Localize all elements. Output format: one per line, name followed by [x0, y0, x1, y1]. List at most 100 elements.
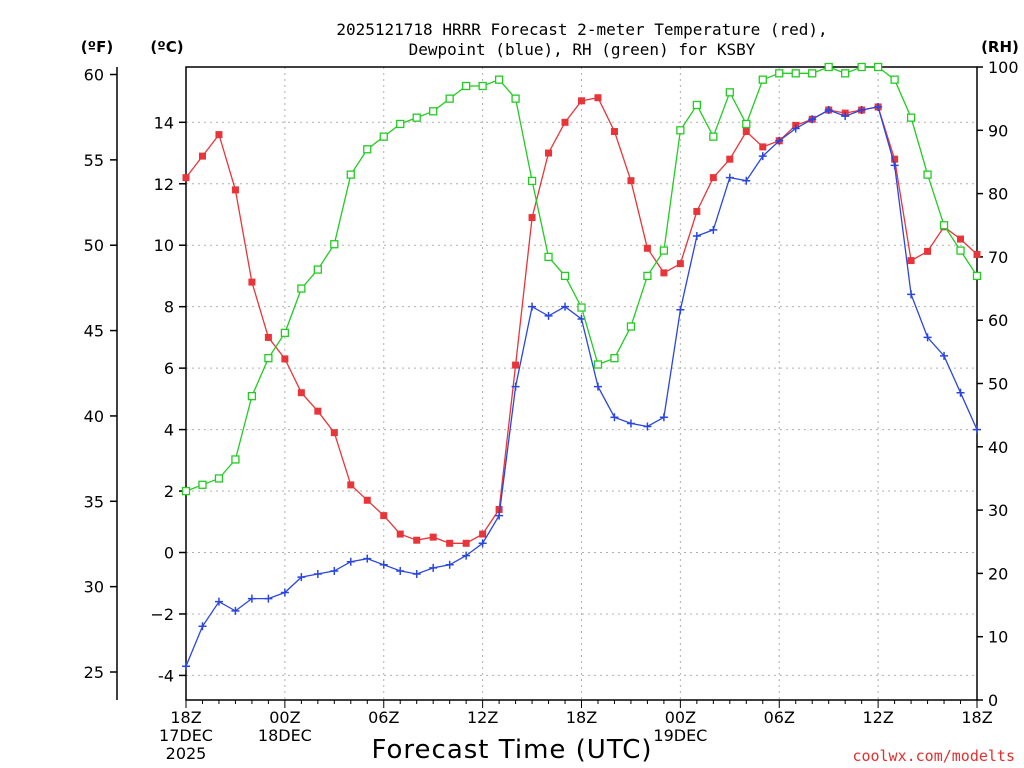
dewpoint-point	[544, 311, 553, 320]
celsius-tick-label: −2	[150, 605, 174, 624]
rh-point	[231, 455, 240, 464]
rh-point	[560, 271, 570, 281]
dewpoint-point	[396, 566, 405, 575]
temperature-point	[627, 177, 635, 185]
temperature-point	[446, 539, 454, 547]
temperature-point	[281, 355, 289, 363]
rh-point	[494, 75, 504, 84]
rh-point	[923, 170, 932, 179]
temperature-point	[676, 260, 684, 268]
dewpoint-point	[182, 662, 190, 671]
time-tick-label: 12Z	[467, 708, 498, 727]
temperature-point	[610, 128, 618, 136]
dewpoint-point	[561, 302, 570, 311]
temperature-point	[924, 247, 932, 255]
dewpoint-point	[346, 557, 355, 566]
temperature-point	[330, 429, 338, 437]
rh-point	[709, 132, 718, 141]
celsius-tick-label: 8	[164, 298, 174, 317]
dewpoint-point	[593, 382, 602, 391]
rh-point	[577, 303, 586, 312]
rh-point	[247, 392, 257, 401]
temperature-point	[578, 97, 585, 105]
rh-axis: 0 10 20 30 40 50 60 70 80 90 100	[977, 58, 1019, 710]
temperature-point	[363, 496, 371, 504]
rh-point	[313, 265, 322, 274]
temperature-point	[462, 539, 470, 547]
dewpoint-point	[824, 106, 833, 115]
rh-tick-label: 40	[988, 438, 1008, 457]
temperature-point	[231, 186, 239, 194]
dewpoint-point	[462, 551, 471, 560]
rh-point	[939, 221, 949, 230]
temperature-point	[957, 235, 965, 243]
celsius-tick-label: 6	[164, 359, 174, 378]
dewpoint-point	[330, 566, 339, 575]
temperature-point	[297, 389, 305, 397]
temperature-point	[413, 536, 421, 544]
fahrenheit-axis: 25 30 35 40 45 50 55 60	[84, 66, 117, 682]
rh-point	[297, 284, 306, 293]
rh-tick-label: 10	[988, 628, 1008, 647]
rh-point	[906, 113, 916, 122]
rh-tick-label: 50	[988, 375, 1008, 394]
rh-unit-label: (RH)	[981, 38, 1019, 56]
rh-point	[725, 88, 734, 97]
time-tick-label: 12Z	[862, 708, 893, 727]
rh-point	[972, 271, 982, 281]
dewpoint-point	[495, 511, 504, 520]
rh-point	[544, 252, 553, 262]
temperature-point	[347, 481, 355, 489]
rh-point	[412, 113, 421, 122]
time-tick-label: 00Z	[665, 708, 696, 727]
dewpoint-point	[445, 560, 454, 569]
time-tick-label: 18Z	[961, 708, 992, 727]
temperature-point	[726, 155, 734, 163]
temperature-point	[891, 155, 899, 163]
dewpoint-point	[610, 413, 619, 422]
rh-point	[956, 246, 965, 255]
rh-tick-label: 20	[988, 564, 1008, 583]
dewpoint-point	[956, 388, 965, 397]
fahrenheit-tick-label: 40	[84, 407, 104, 426]
rh-tick-label: 60	[988, 311, 1008, 330]
temperature-point	[429, 533, 437, 541]
rh-point	[429, 107, 438, 116]
temperature-point	[396, 530, 404, 538]
series-layer	[181, 62, 982, 671]
rh-tick-label: 80	[988, 185, 1008, 204]
dewpoint-point	[725, 173, 734, 182]
rh-point	[198, 480, 207, 489]
dewpoint-point	[247, 594, 256, 603]
rh-point	[742, 119, 751, 129]
fahrenheit-tick-label: 60	[84, 66, 104, 85]
celsius-tick-label: 12	[154, 175, 174, 194]
temperature-point	[495, 505, 503, 513]
temperature-point	[693, 207, 701, 215]
rh-tick-label: 70	[988, 248, 1008, 267]
time-tick-label: 06Z	[764, 708, 795, 727]
dewpoint-point	[198, 622, 207, 631]
dewpoint-point	[313, 570, 322, 579]
series-rh	[181, 62, 982, 496]
rh-point	[643, 271, 652, 281]
fahrenheit-tick-label: 55	[84, 151, 104, 170]
temperature-point	[215, 131, 223, 139]
dewpoint-point	[791, 124, 800, 133]
dewpoint-point	[940, 351, 949, 360]
dewpoint-point	[429, 563, 438, 572]
temperature-point	[512, 361, 520, 369]
dewpoint-point	[907, 290, 916, 299]
rh-point	[824, 62, 833, 72]
dewpoint-point	[214, 597, 223, 606]
rh-point	[346, 170, 355, 179]
dewpoint-point	[231, 606, 240, 615]
dewpoint-point	[659, 413, 668, 422]
rh-point	[214, 474, 224, 483]
dewpoint-point	[890, 161, 899, 170]
dewpoint-point	[528, 302, 537, 311]
rh-tick-label: 90	[988, 121, 1008, 140]
dewpoint-point	[363, 554, 372, 563]
dewpoint-point	[775, 136, 784, 145]
